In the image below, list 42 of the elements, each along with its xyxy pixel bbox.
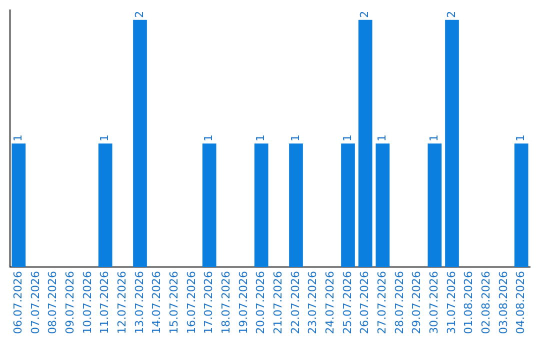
x-tick-label: 18.07.2026 <box>220 271 233 334</box>
x-tick-label: 01.08.2026 <box>462 271 476 334</box>
x-tick-label: 19.07.2026 <box>236 271 250 334</box>
x-tick-label: 14.07.2026 <box>150 271 164 334</box>
x-tick-label: 16.07.2026 <box>184 271 198 334</box>
x-tick-label: 13.07.2026 <box>132 271 146 334</box>
x-tick-label: 24.07.2026 <box>324 271 337 334</box>
data-label: 1 <box>98 134 112 142</box>
x-tick-label: 31.07.2026 <box>444 271 458 334</box>
x-tick-label: 21.07.2026 <box>272 271 285 334</box>
x-tick-label: 26.07.2026 <box>358 271 372 334</box>
data-label: 1 <box>254 134 268 142</box>
x-tick-label: 20.07.2026 <box>254 271 268 334</box>
x-tick-label: 06.07.2026 <box>12 271 25 334</box>
data-label: 1 <box>428 134 441 142</box>
x-tick-label: 04.08.2026 <box>514 271 528 334</box>
x-tick-label: 17.07.2026 <box>202 271 216 334</box>
x-tick-label: 29.07.2026 <box>410 271 424 334</box>
data-label: 2 <box>358 10 372 18</box>
x-tick-label: 10.07.2026 <box>80 271 94 334</box>
data-label: 1 <box>340 134 354 142</box>
x-tick-label: 12.07.2026 <box>116 271 129 334</box>
x-tick-label: 09.07.2026 <box>64 271 77 334</box>
data-label: 1 <box>288 134 302 142</box>
x-tick-label: 27.07.2026 <box>376 271 389 334</box>
x-tick-label: 07.07.2026 <box>28 271 42 334</box>
data-label: 1 <box>514 134 528 142</box>
data-label: 1 <box>12 134 25 142</box>
x-tick-label: 23.07.2026 <box>306 271 320 334</box>
x-tick-label: 02.08.2026 <box>480 271 493 334</box>
x-tick-label: 08.07.2026 <box>46 271 60 334</box>
x-tick-label: 28.07.2026 <box>392 271 406 334</box>
x-tick-label: 11.07.2026 <box>98 271 112 334</box>
data-label: 1 <box>202 134 216 142</box>
x-tick-label: 25.07.2026 <box>340 271 354 334</box>
x-tick-label: 03.08.2026 <box>496 271 510 334</box>
data-label: 2 <box>444 10 458 18</box>
x-tick-label: 15.07.2026 <box>168 271 181 334</box>
data-label: 2 <box>132 10 146 18</box>
x-tick-label: 22.07.2026 <box>288 271 302 334</box>
x-tick-label: 30.07.2026 <box>428 271 441 334</box>
data-label: 1 <box>376 134 389 142</box>
